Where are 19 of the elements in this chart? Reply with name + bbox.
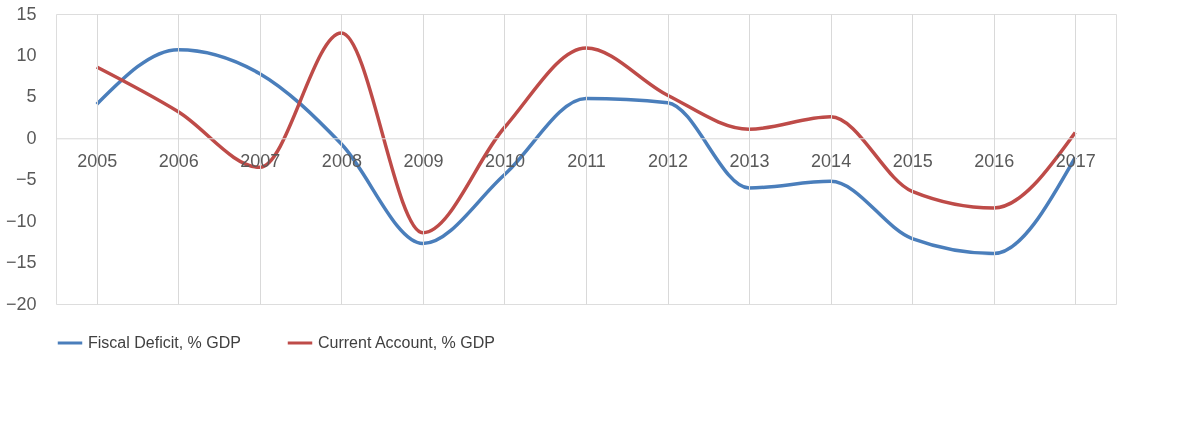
y-tick-label: 10 (16, 44, 37, 65)
x-tick-label: 2014 (811, 150, 852, 171)
x-tick-label: 2013 (729, 150, 770, 171)
y-tick-label: 15 (16, 3, 37, 24)
y-tick-label: −20 (5, 293, 37, 314)
y-tick-label: −10 (5, 210, 37, 231)
x-tick-label: 2011 (567, 150, 606, 171)
y-tick-label: −5 (15, 169, 37, 190)
y-tick-label: 0 (26, 127, 37, 148)
x-tick-label: 2015 (892, 150, 933, 171)
y-tick-label: −15 (5, 252, 37, 273)
legend-label: Current Account, % GDP (318, 334, 495, 351)
y-tick-label: 5 (26, 86, 37, 107)
x-tick-label: 2012 (648, 150, 689, 171)
x-tick-label: 2009 (403, 150, 444, 171)
x-tick-label: 2006 (158, 150, 199, 171)
x-tick-label: 2016 (974, 150, 1015, 171)
legend-label: Fiscal Deficit, % GDP (88, 334, 241, 351)
x-tick-label: 2005 (77, 150, 118, 171)
